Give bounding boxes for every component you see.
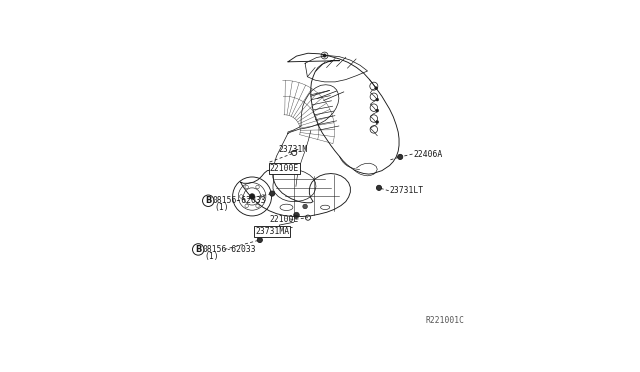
Text: 23731M: 23731M bbox=[279, 145, 308, 154]
Circle shape bbox=[323, 54, 326, 57]
Text: B: B bbox=[195, 245, 202, 254]
Text: B: B bbox=[205, 196, 211, 205]
Text: R221001C: R221001C bbox=[426, 316, 465, 325]
Circle shape bbox=[269, 191, 275, 196]
Circle shape bbox=[376, 109, 379, 112]
Circle shape bbox=[249, 193, 255, 199]
Text: 22406A: 22406A bbox=[413, 150, 442, 158]
Circle shape bbox=[303, 204, 307, 209]
Circle shape bbox=[397, 154, 403, 160]
Text: 22100E: 22100E bbox=[269, 215, 299, 224]
Text: 08156-62033: 08156-62033 bbox=[203, 245, 257, 254]
Text: 22100E: 22100E bbox=[269, 164, 299, 173]
Circle shape bbox=[376, 121, 379, 124]
Circle shape bbox=[376, 98, 379, 101]
Circle shape bbox=[294, 212, 300, 218]
Text: 08156-62033: 08156-62033 bbox=[213, 196, 266, 205]
Circle shape bbox=[374, 87, 378, 90]
Text: 23731MA: 23731MA bbox=[255, 227, 289, 236]
Text: (1): (1) bbox=[215, 203, 230, 212]
Circle shape bbox=[257, 237, 262, 243]
Text: (1): (1) bbox=[205, 251, 219, 260]
Text: 23731LT: 23731LT bbox=[390, 186, 424, 195]
Circle shape bbox=[376, 185, 381, 190]
